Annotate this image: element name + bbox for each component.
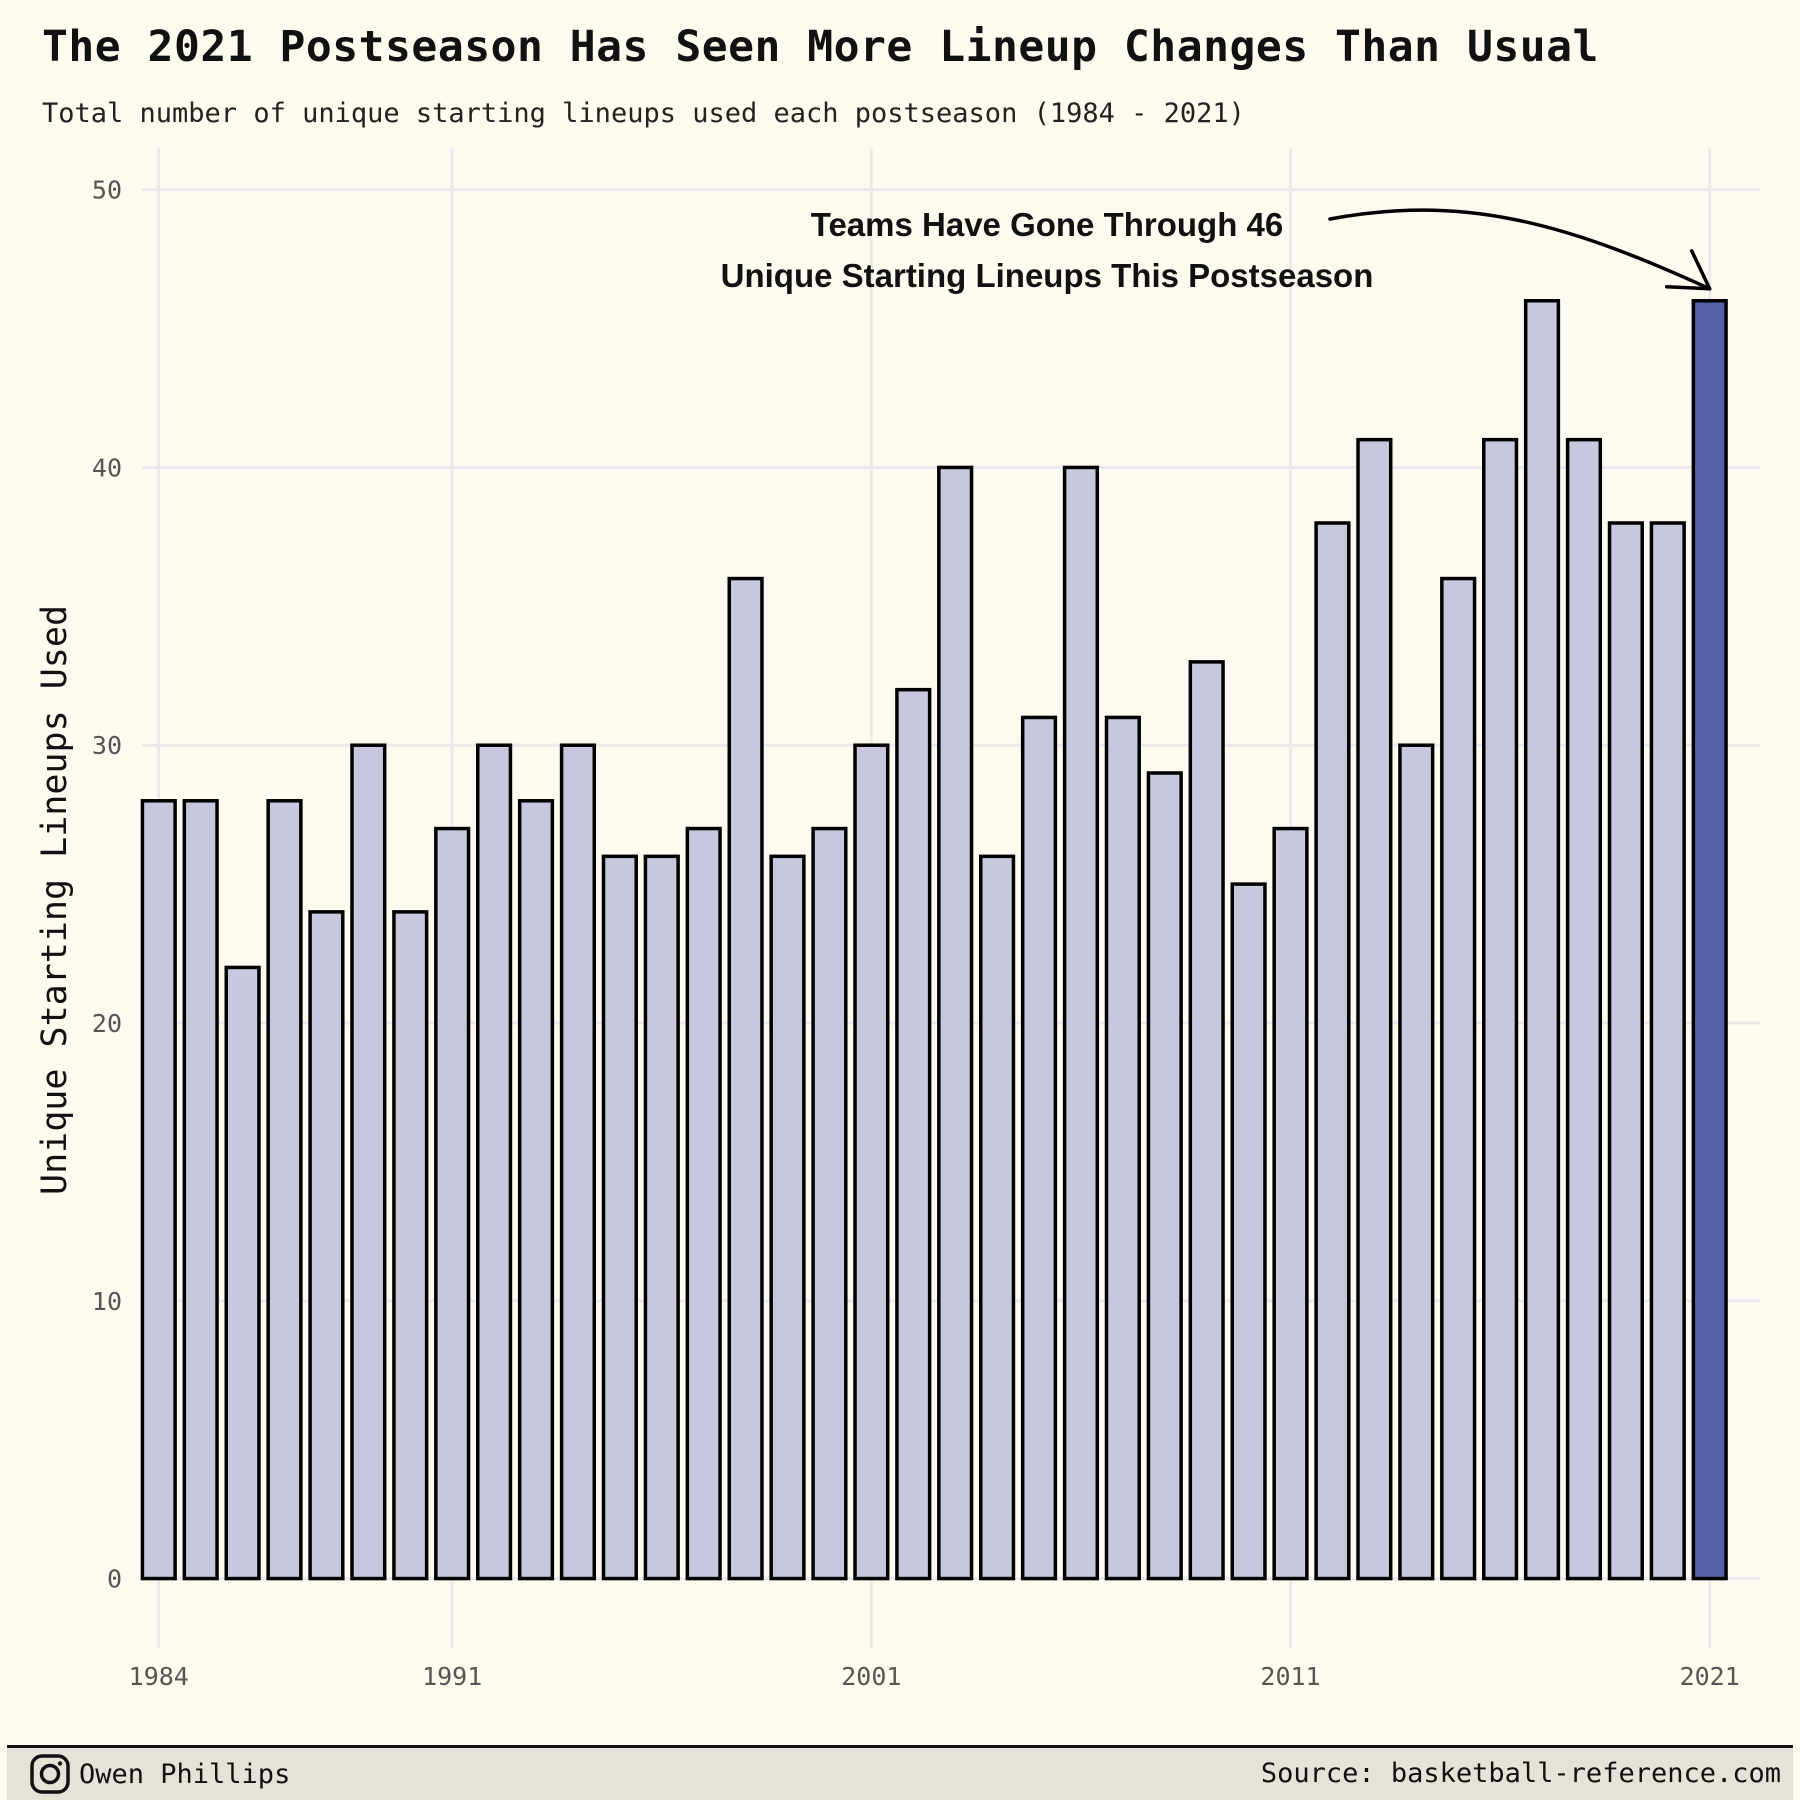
annotation-line-1: Teams Have Gone Through 46	[811, 206, 1284, 243]
bar-1997	[685, 826, 722, 1581]
bar-2018	[1565, 437, 1603, 1581]
bar-2009	[1188, 660, 1225, 1581]
chart-title: The 2021 Postseason Has Seen More Lineup…	[42, 22, 1599, 72]
bar-1991	[434, 826, 471, 1581]
bar-1992	[476, 743, 513, 1581]
instagram-icon	[29, 1753, 71, 1795]
bar-2020	[1649, 521, 1686, 1581]
bar-1988	[308, 910, 345, 1581]
bar-2001	[853, 743, 890, 1581]
annotation: Teams Have Gone Through 46 Unique Starti…	[721, 206, 1712, 294]
bar-2013	[1356, 437, 1393, 1581]
bar-2007	[1104, 715, 1141, 1581]
bar-1996	[643, 854, 680, 1581]
x-tick-label: 2011	[1260, 1662, 1320, 1691]
bars-layer	[140, 299, 1728, 1581]
bar-2017	[1523, 299, 1561, 1581]
bar-2016	[1482, 437, 1519, 1581]
bar-2002	[895, 687, 932, 1581]
annotation-line-2: Unique Starting Lineups This Postseason	[721, 257, 1374, 294]
bar-2000	[811, 826, 848, 1581]
bar-1985	[182, 799, 219, 1581]
bar-chart: 0 10 20 30 40 50 1984 1991 2001 2011 2021 Unique S…	[35, 148, 1760, 1691]
x-tick-label: 1984	[129, 1662, 189, 1691]
bar-2014	[1398, 743, 1435, 1581]
annotation-arrowhead	[1664, 249, 1712, 291]
annotation-arrow	[1328, 208, 1712, 291]
footer-bar: Owen Phillips Source: basketball-referen…	[7, 1745, 1793, 1800]
bar-1989	[350, 743, 387, 1581]
y-tick-label: 0	[107, 1565, 122, 1594]
bar-1986	[224, 965, 261, 1581]
bar-1990	[392, 910, 429, 1581]
y-tick-label: 10	[92, 1287, 122, 1316]
bar-1994	[559, 743, 597, 1581]
bar-2012	[1314, 521, 1351, 1581]
bar-1995	[601, 854, 638, 1581]
bar-1984	[140, 799, 177, 1581]
x-tick-label: 2021	[1680, 1662, 1740, 1691]
y-tick-label: 50	[92, 176, 122, 205]
bar-1993	[517, 799, 555, 1581]
y-tick-label: 30	[92, 731, 122, 760]
bar-1987	[266, 799, 303, 1581]
footer-author: Owen Phillips	[79, 1758, 291, 1790]
bar-2004	[979, 854, 1016, 1581]
bar-2010	[1230, 882, 1267, 1581]
ticks-layer: 0 10 20 30 40 50 1984 1991 2001 2011 2021	[92, 176, 1740, 1691]
y-axis-title: Unique Starting Lineups Used	[35, 605, 75, 1195]
footer-author-group: Owen Phillips	[29, 1753, 290, 1795]
bar-2021	[1691, 299, 1728, 1581]
bar-2005	[1020, 715, 1058, 1581]
y-tick-label: 40	[92, 453, 122, 482]
bar-1998	[727, 576, 764, 1581]
chart-subtitle: Total number of unique starting lineups …	[42, 98, 1245, 129]
bar-2011	[1272, 826, 1309, 1581]
footer-source: Source: basketball-reference.com	[1260, 1758, 1781, 1789]
bar-2008	[1146, 771, 1183, 1581]
bar-2006	[1062, 465, 1100, 1581]
bar-2019	[1607, 521, 1644, 1581]
bar-1999	[769, 854, 806, 1581]
bar-2015	[1440, 576, 1477, 1581]
bar-2003	[937, 465, 974, 1581]
y-tick-label: 20	[92, 1009, 122, 1038]
x-tick-label: 2001	[841, 1662, 901, 1691]
x-tick-label: 1991	[422, 1662, 482, 1691]
